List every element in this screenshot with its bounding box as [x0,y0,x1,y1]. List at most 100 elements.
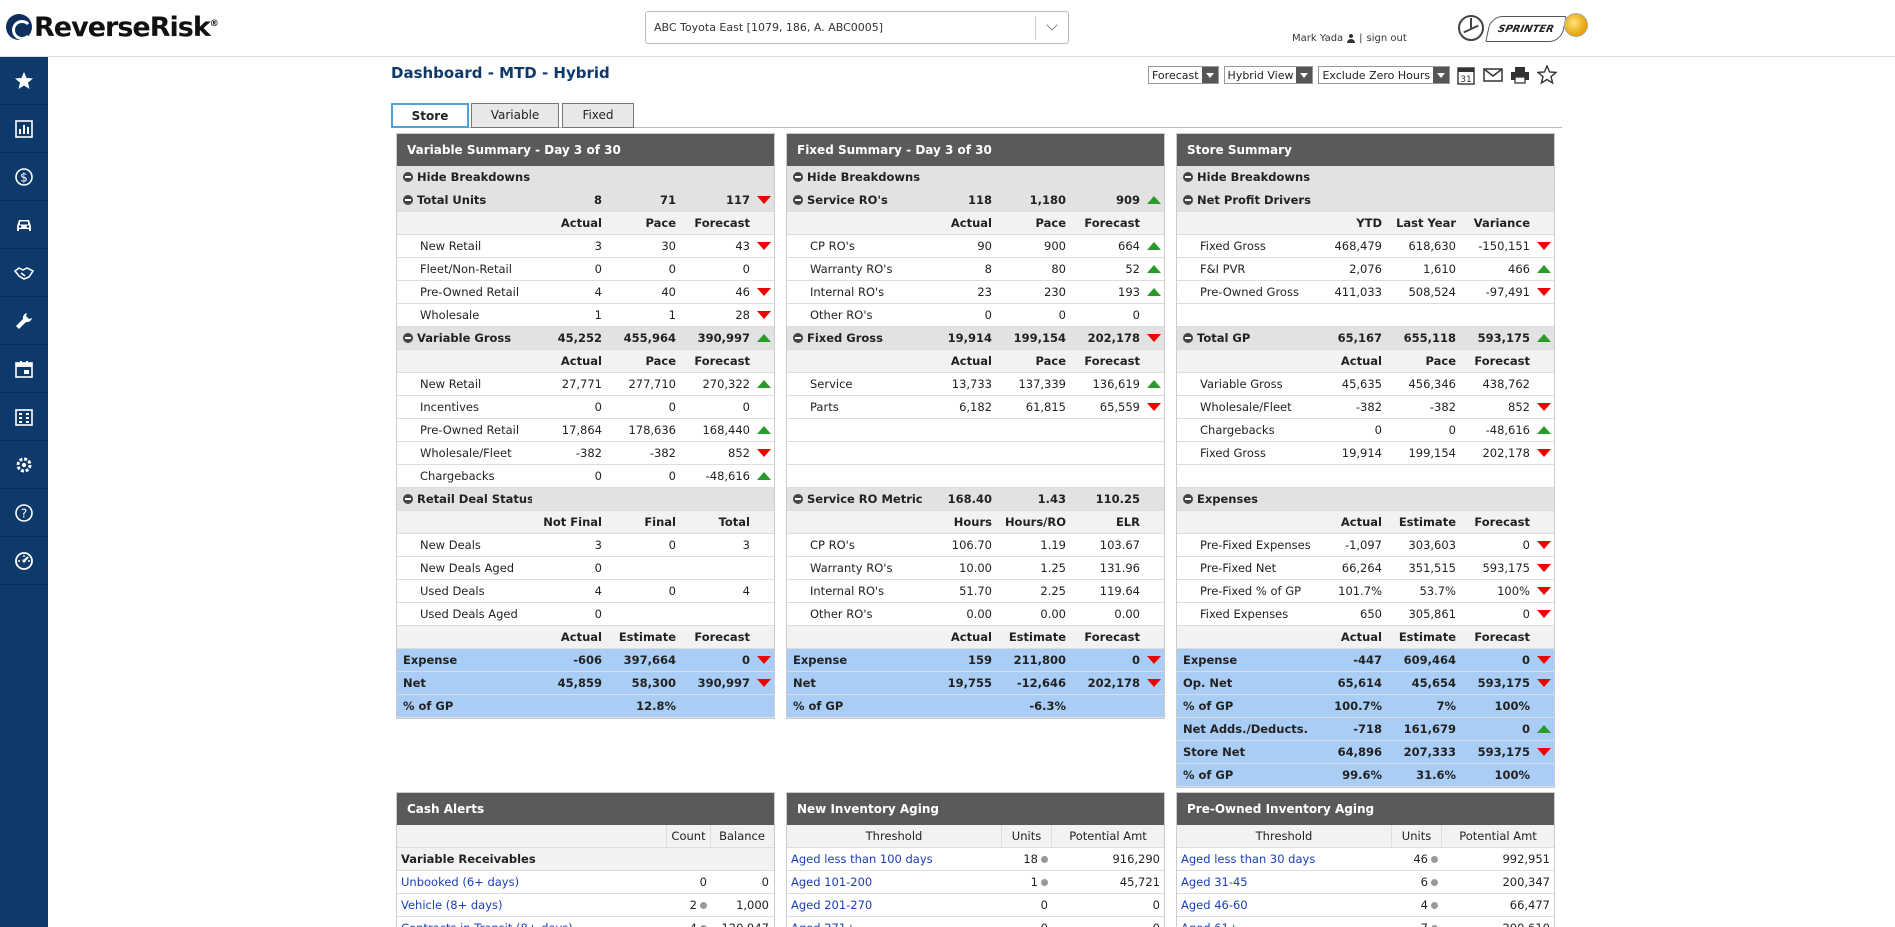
row-fixed-gross[interactable]: Fixed Gross 19,914 199,154 202,178 [787,327,1164,350]
value-cell: 202,178 [1087,331,1140,345]
sidebar-item-reports[interactable] [0,105,48,153]
column-header: Actual [560,216,602,230]
row-total-units[interactable]: Total Units 8 71 117 [397,189,774,212]
aging-threshold-link[interactable]: Aged 31-45 [1181,875,1248,889]
column-header: Final [644,515,676,529]
preowned-inventory-header: Threshold Units Potential Amt [1177,824,1554,848]
help-icon: ? [15,503,33,522]
row-net: Net 45,859 58,300 390,997 [397,672,774,695]
spacer-row [787,419,1164,442]
trend-cell [1534,656,1554,664]
cash-alert-link[interactable]: Unbooked (6+ days) [401,875,520,889]
value-cell: 193 [1118,285,1140,299]
aging-threshold-link[interactable]: Aged 101-200 [791,875,873,889]
row-retail-deal-status-breakout[interactable]: Retail Deal Status Breakout [397,488,774,511]
info-icon[interactable] [1431,902,1438,909]
cash-alert-link[interactable]: Vehicle (8+ days) [401,898,503,912]
registered-mark: ® [209,18,219,29]
row-service-ro-s[interactable]: Service RO's 118 1,180 909 [787,189,1164,212]
value-cell: 1.25 [1040,561,1066,575]
column-header: Pace [645,354,677,368]
row-net-profit-drivers-through-mar-2024[interactable]: Net Profit Drivers through Mar 2024 [1177,189,1554,212]
table-row: Contracts in Transit (8+ days) 4 120,947 [397,917,774,927]
value-cell: 0 [1522,607,1530,621]
value-cell: -1,097 [1344,538,1382,552]
page-title: Dashboard - MTD - Hybrid [391,64,610,82]
sidebar-item-calendar[interactable] [0,345,48,393]
hide-breakdowns-toggle[interactable]: Hide Breakdowns [787,166,1164,189]
column-header: Estimate [1008,630,1066,644]
sidebar-item-service[interactable] [0,297,48,345]
car-icon [17,219,31,231]
logo[interactable]: ReverseRisk® [6,10,219,44]
column-header: Last Year [1396,216,1456,230]
forecast-select[interactable]: Forecast [1148,66,1219,84]
trend-up-icon [1537,426,1551,434]
info-icon[interactable] [1431,879,1438,886]
trend-down-icon [1537,587,1551,595]
calendar-button[interactable]: 31 [1455,64,1477,86]
aging-threshold-link[interactable]: Aged 61+ [1177,921,1392,927]
tab-variable[interactable]: Variable [471,103,559,128]
info-icon[interactable] [1041,856,1048,863]
aging-threshold-link[interactable]: Aged 46-60 [1181,898,1248,912]
info-icon[interactable] [700,902,707,909]
info-icon[interactable] [1431,856,1438,863]
sidebar-item-deals[interactable] [0,249,48,297]
value-cell: 618,630 [1408,239,1456,253]
value-cell: 202,178 [1482,446,1530,460]
row-label: Wholesale/Fleet [1200,400,1292,414]
hours-filter-select[interactable]: Exclude Zero Hours [1318,66,1451,84]
hide-breakdowns-toggle[interactable]: Hide Breakdowns [1177,166,1554,189]
info-icon[interactable] [700,925,707,927]
value-cell: 6,182 [959,400,992,414]
chevron-down-icon[interactable] [1035,16,1068,40]
sidebar-item-finance[interactable]: $ [0,153,48,201]
trend-down-icon [757,311,771,319]
aging-threshold-link[interactable]: Aged 271+ [787,921,1002,927]
sign-out-link[interactable]: sign out [1366,33,1407,44]
sidebar-item-settings[interactable] [0,441,48,489]
row-label: Warranty RO's [810,262,893,276]
sidebar-item-vehicles[interactable] [0,201,48,249]
value-cell: 23 [977,285,992,299]
row-expenses[interactable]: Expenses [1177,488,1554,511]
store-select[interactable]: ABC Toyota East [1079, 186, A. ABC0005] [645,11,1069,44]
sprinter-logo-text: SPRINTER [1496,23,1556,35]
tab-store[interactable]: Store [391,103,469,128]
sidebar-item-dashboard[interactable] [0,537,48,585]
value-cell: 19,914 [1341,446,1382,460]
info-icon[interactable] [1041,879,1048,886]
tab-fixed[interactable]: Fixed [562,103,634,128]
aging-threshold-link[interactable]: Aged less than 100 days [791,852,933,866]
cash-alert-link[interactable]: Contracts in Transit (8+ days) [397,921,667,927]
aging-threshold-link[interactable]: Aged 201-270 [791,898,873,912]
sidebar-item-favorites[interactable] [0,57,48,105]
value-cell: -382 [649,446,676,460]
value-cell: 12.8% [636,699,676,713]
units-value: 46 [1413,852,1428,866]
trend-down-icon [1147,403,1161,411]
table-row: Aged 271+ 00 [787,917,1164,927]
sidebar-item-help[interactable]: ? [0,489,48,537]
email-button[interactable] [1482,64,1504,86]
trend-down-icon [1147,679,1161,687]
trend-cell [1144,288,1164,296]
row-service-ro-metrics[interactable]: Service RO Metrics 168.40 1.43 110.25 [787,488,1164,511]
sprinter-logo: SPRINTER [1485,16,1567,42]
column-header: Forecast [1474,630,1530,644]
view-select[interactable]: Hybrid View [1223,66,1314,84]
row-variable-gross[interactable]: Variable Gross 45,252 455,964 390,997 [397,327,774,350]
hide-breakdowns-toggle[interactable]: Hide Breakdowns [397,166,774,189]
row-label: Other RO's [810,607,873,621]
sidebar-item-stores[interactable] [0,393,48,441]
mail-icon [1483,68,1503,82]
trend-cell [1144,242,1164,250]
favorite-button[interactable] [1536,64,1558,86]
info-icon[interactable] [1431,925,1438,927]
print-button[interactable] [1509,64,1531,86]
row-total-gp[interactable]: Total GP 65,167 655,118 593,175 [1177,327,1554,350]
collapse-icon [793,494,803,504]
aging-threshold-link[interactable]: Aged less than 30 days [1181,852,1316,866]
count-value: 4 [690,921,697,927]
